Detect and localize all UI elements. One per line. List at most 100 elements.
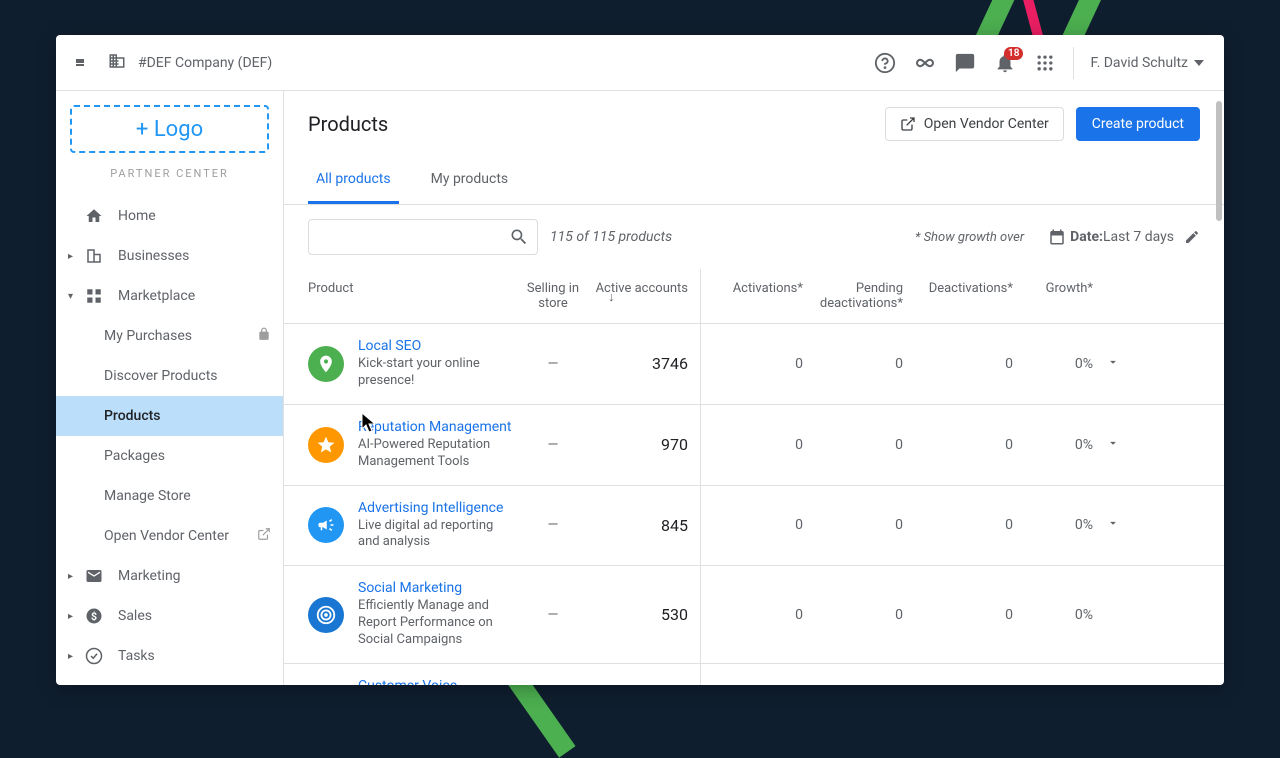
tabs: All products My products <box>284 157 1224 205</box>
tab-my-products[interactable]: My products <box>423 157 517 204</box>
nav-label: Tasks <box>118 648 155 664</box>
product-name[interactable]: Reputation Management <box>358 419 518 435</box>
add-logo-button[interactable]: + Logo <box>70 105 269 153</box>
col-deactivations[interactable]: Deactivations* <box>903 281 1013 311</box>
nav-manage-store[interactable]: Manage Store <box>56 476 283 516</box>
chevron-down-icon: ▾ <box>68 291 80 302</box>
table-row: Reputation Management AI-Powered Reputat… <box>284 405 1224 486</box>
apps-icon[interactable] <box>1025 43 1065 83</box>
cell-pending: 0 <box>803 356 903 372</box>
product-name[interactable]: Local SEO <box>358 338 518 354</box>
open-vendor-center-button[interactable]: Open Vendor Center <box>885 107 1064 141</box>
chevron-right-icon: ▸ <box>68 611 80 622</box>
username-label: F. David Schultz <box>1090 55 1188 71</box>
cell-activations: 0 <box>713 607 803 623</box>
chevron-right-icon: ▸ <box>68 651 80 662</box>
search-icon <box>509 227 529 247</box>
external-link-icon <box>257 527 271 545</box>
building-icon <box>84 247 104 265</box>
sidebar: + Logo PARTNER CENTER Home ▸ Businesses … <box>56 91 284 685</box>
col-pending[interactable]: Pending deactivations* <box>803 281 903 311</box>
products-table: Product Selling in store ↓ Active accoun… <box>284 269 1224 685</box>
nav-packages[interactable]: Packages <box>56 436 283 476</box>
notifications-icon[interactable]: 18 <box>985 43 1025 83</box>
col-selling[interactable]: Selling in store <box>518 281 588 311</box>
col-active[interactable]: ↓ Active accounts <box>588 281 688 311</box>
nav-open-vendor-center[interactable]: Open Vendor Center <box>56 516 283 556</box>
nav-label: Products <box>104 408 161 424</box>
create-product-button[interactable]: Create product <box>1076 107 1200 141</box>
dollar-icon: $ <box>84 607 104 625</box>
grid-icon <box>84 287 104 305</box>
table-row: Customer Voice Customer Feedback Tool to… <box>284 664 1224 685</box>
scrollbar[interactable] <box>1216 101 1222 221</box>
nav-products[interactable]: Products <box>56 396 283 436</box>
chevron-right-icon: ▸ <box>68 571 80 582</box>
cell-selling: — <box>518 607 588 623</box>
infinity-icon[interactable] <box>905 43 945 83</box>
nav-label: Open Vendor Center <box>104 528 229 544</box>
home-icon <box>84 207 104 225</box>
nav-sales[interactable]: ▸ $ Sales <box>56 596 283 636</box>
nav-label: Packages <box>104 448 165 464</box>
help-icon[interactable] <box>865 43 905 83</box>
expand-row[interactable] <box>1093 436 1133 454</box>
chevron-right-icon: ▸ <box>68 251 80 262</box>
nav-businesses[interactable]: ▸ Businesses <box>56 236 283 276</box>
menu-icon[interactable] <box>68 51 92 75</box>
table-header: Product Selling in store ↓ Active accoun… <box>284 269 1224 324</box>
nav-label: Home <box>118 208 156 224</box>
table-row: Advertising Intelligence Live digital ad… <box>284 486 1224 567</box>
date-label: Date: <box>1070 229 1103 245</box>
nav-marketing[interactable]: ▸ Marketing <box>56 556 283 596</box>
cell-active: 970 <box>588 435 688 454</box>
search-input[interactable] <box>317 229 509 245</box>
nav-marketplace[interactable]: ▾ Marketplace <box>56 276 283 316</box>
product-icon <box>308 346 344 382</box>
tab-all-products[interactable]: All products <box>308 157 399 204</box>
notif-badge: 18 <box>1004 47 1023 60</box>
nav-tasks[interactable]: ▸ Tasks <box>56 636 283 676</box>
chat-icon[interactable] <box>945 43 985 83</box>
app-window: #DEF Company (DEF) 18 F. David Schultz +… <box>56 35 1224 685</box>
sort-down-icon: ↓ <box>608 289 615 305</box>
nav-label: Manage Store <box>104 488 191 504</box>
main-content: Products Open Vendor Center Create produ… <box>284 91 1224 685</box>
company-name[interactable]: #DEF Company (DEF) <box>138 55 272 71</box>
col-activations[interactable]: Activations* <box>713 281 803 311</box>
cell-growth: 0% <box>1013 517 1093 533</box>
search-box[interactable] <box>308 219 538 255</box>
cell-selling: — <box>518 356 588 372</box>
cell-selling: — <box>518 517 588 533</box>
lock-icon <box>257 327 271 345</box>
date-value: Last 7 days <box>1103 229 1174 245</box>
nav-billing[interactable]: ▸ Billing <box>56 676 283 685</box>
nav-label: Marketplace <box>118 288 195 304</box>
date-filter[interactable]: Date:Last 7 days <box>1048 228 1200 246</box>
product-name[interactable]: Social Marketing <box>358 580 518 596</box>
check-circle-icon <box>84 647 104 665</box>
col-growth[interactable]: Growth* <box>1013 281 1093 311</box>
product-icon <box>308 427 344 463</box>
nav-label: My Purchases <box>104 328 192 344</box>
product-count: 115 of 115 products <box>550 229 672 245</box>
product-name[interactable]: Advertising Intelligence <box>358 500 518 516</box>
cell-activations: 0 <box>713 437 803 453</box>
cell-active: 3746 <box>588 354 688 373</box>
cell-activations: 0 <box>713 517 803 533</box>
cell-deactivations: 0 <box>903 607 1013 623</box>
company-icon <box>108 52 126 74</box>
nav-discover-products[interactable]: Discover Products <box>56 356 283 396</box>
partner-center-label: PARTNER CENTER <box>56 167 283 180</box>
product-name[interactable]: Customer Voice <box>358 678 518 685</box>
nav-my-purchases[interactable]: My Purchases <box>56 316 283 356</box>
user-menu[interactable]: F. David Schultz <box>1082 55 1212 71</box>
expand-row[interactable] <box>1093 516 1133 534</box>
cell-deactivations: 0 <box>903 356 1013 372</box>
product-icon <box>308 507 344 543</box>
nav-home[interactable]: Home <box>56 196 283 236</box>
col-product[interactable]: Product <box>308 281 518 311</box>
edit-icon[interactable] <box>1184 229 1200 245</box>
product-desc: Efficiently Manage and Report Performanc… <box>358 598 518 649</box>
expand-row[interactable] <box>1093 355 1133 373</box>
